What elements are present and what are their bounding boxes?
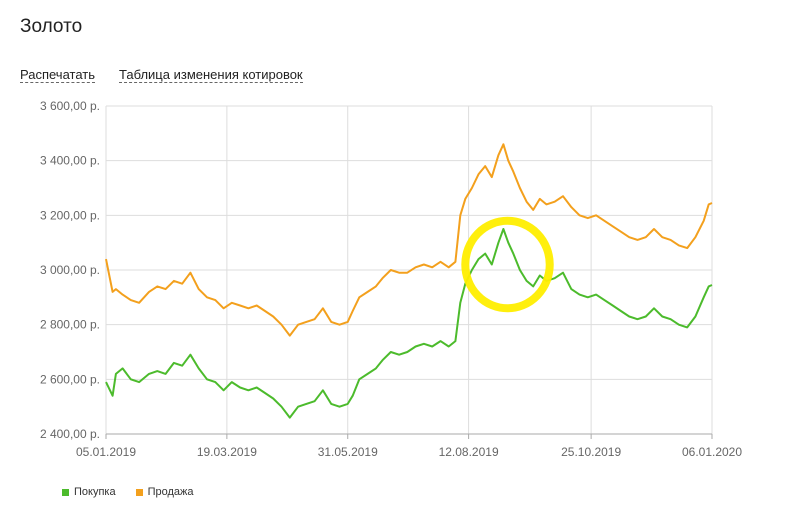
quote-table-link[interactable]: Таблица изменения котировок: [119, 67, 303, 83]
legend-item-sell[interactable]: Продажа: [135, 486, 194, 498]
legend-swatch-sell: [135, 488, 143, 496]
chart-legend: Покупка Продажа: [62, 486, 214, 498]
x-tick-label-3: 12.08.2019: [439, 445, 499, 459]
legend-item-buy[interactable]: Покупка: [62, 486, 116, 498]
x-tick-label-2: 31.05.2019: [318, 445, 378, 459]
chart-annotations: [461, 216, 554, 313]
y-tick-label-5: 3 400,00 р.: [40, 154, 100, 168]
y-tick-label-1: 2 600,00 р.: [40, 372, 100, 386]
series-line-sell: [105, 143, 713, 337]
x-tick-label-0: 05.01.2019: [76, 445, 136, 459]
y-tick-label-0: 2 400,00 р.: [40, 427, 100, 441]
action-links: Распечатать Таблица изменения котировок: [20, 67, 303, 83]
chart-series: [105, 143, 713, 419]
x-tick-label-5: 06.01.2020: [682, 445, 742, 459]
y-tick-label-3: 3 000,00 р.: [40, 263, 100, 277]
legend-label-buy: Покупка: [74, 486, 116, 498]
x-axis-ticks: 05.01.2019 19.03.2019 31.05.2019 12.08.2019…: [76, 433, 742, 459]
print-link[interactable]: Распечатать: [20, 67, 96, 83]
x-tick-label-1: 19.03.2019: [197, 445, 257, 459]
y-tick-label-6: 3 600,00 р.: [40, 99, 100, 113]
y-axis-ticks: 2 400,00 р. 2 600,00 р. 2 800,00 р. 3 000,0…: [40, 99, 100, 441]
x-tick-label-4: 25.10.2019: [561, 445, 621, 459]
legend-swatch-buy: [62, 488, 69, 496]
y-tick-label-2: 2 800,00 р.: [40, 318, 100, 332]
y-tick-label-4: 3 200,00 р.: [40, 208, 100, 222]
series-line-buy: [105, 228, 713, 419]
legend-label-sell: Продажа: [147, 486, 194, 498]
highlight-ellipse: [461, 216, 554, 313]
chart-grid: [105, 105, 713, 435]
page-title: Золото: [20, 16, 83, 37]
